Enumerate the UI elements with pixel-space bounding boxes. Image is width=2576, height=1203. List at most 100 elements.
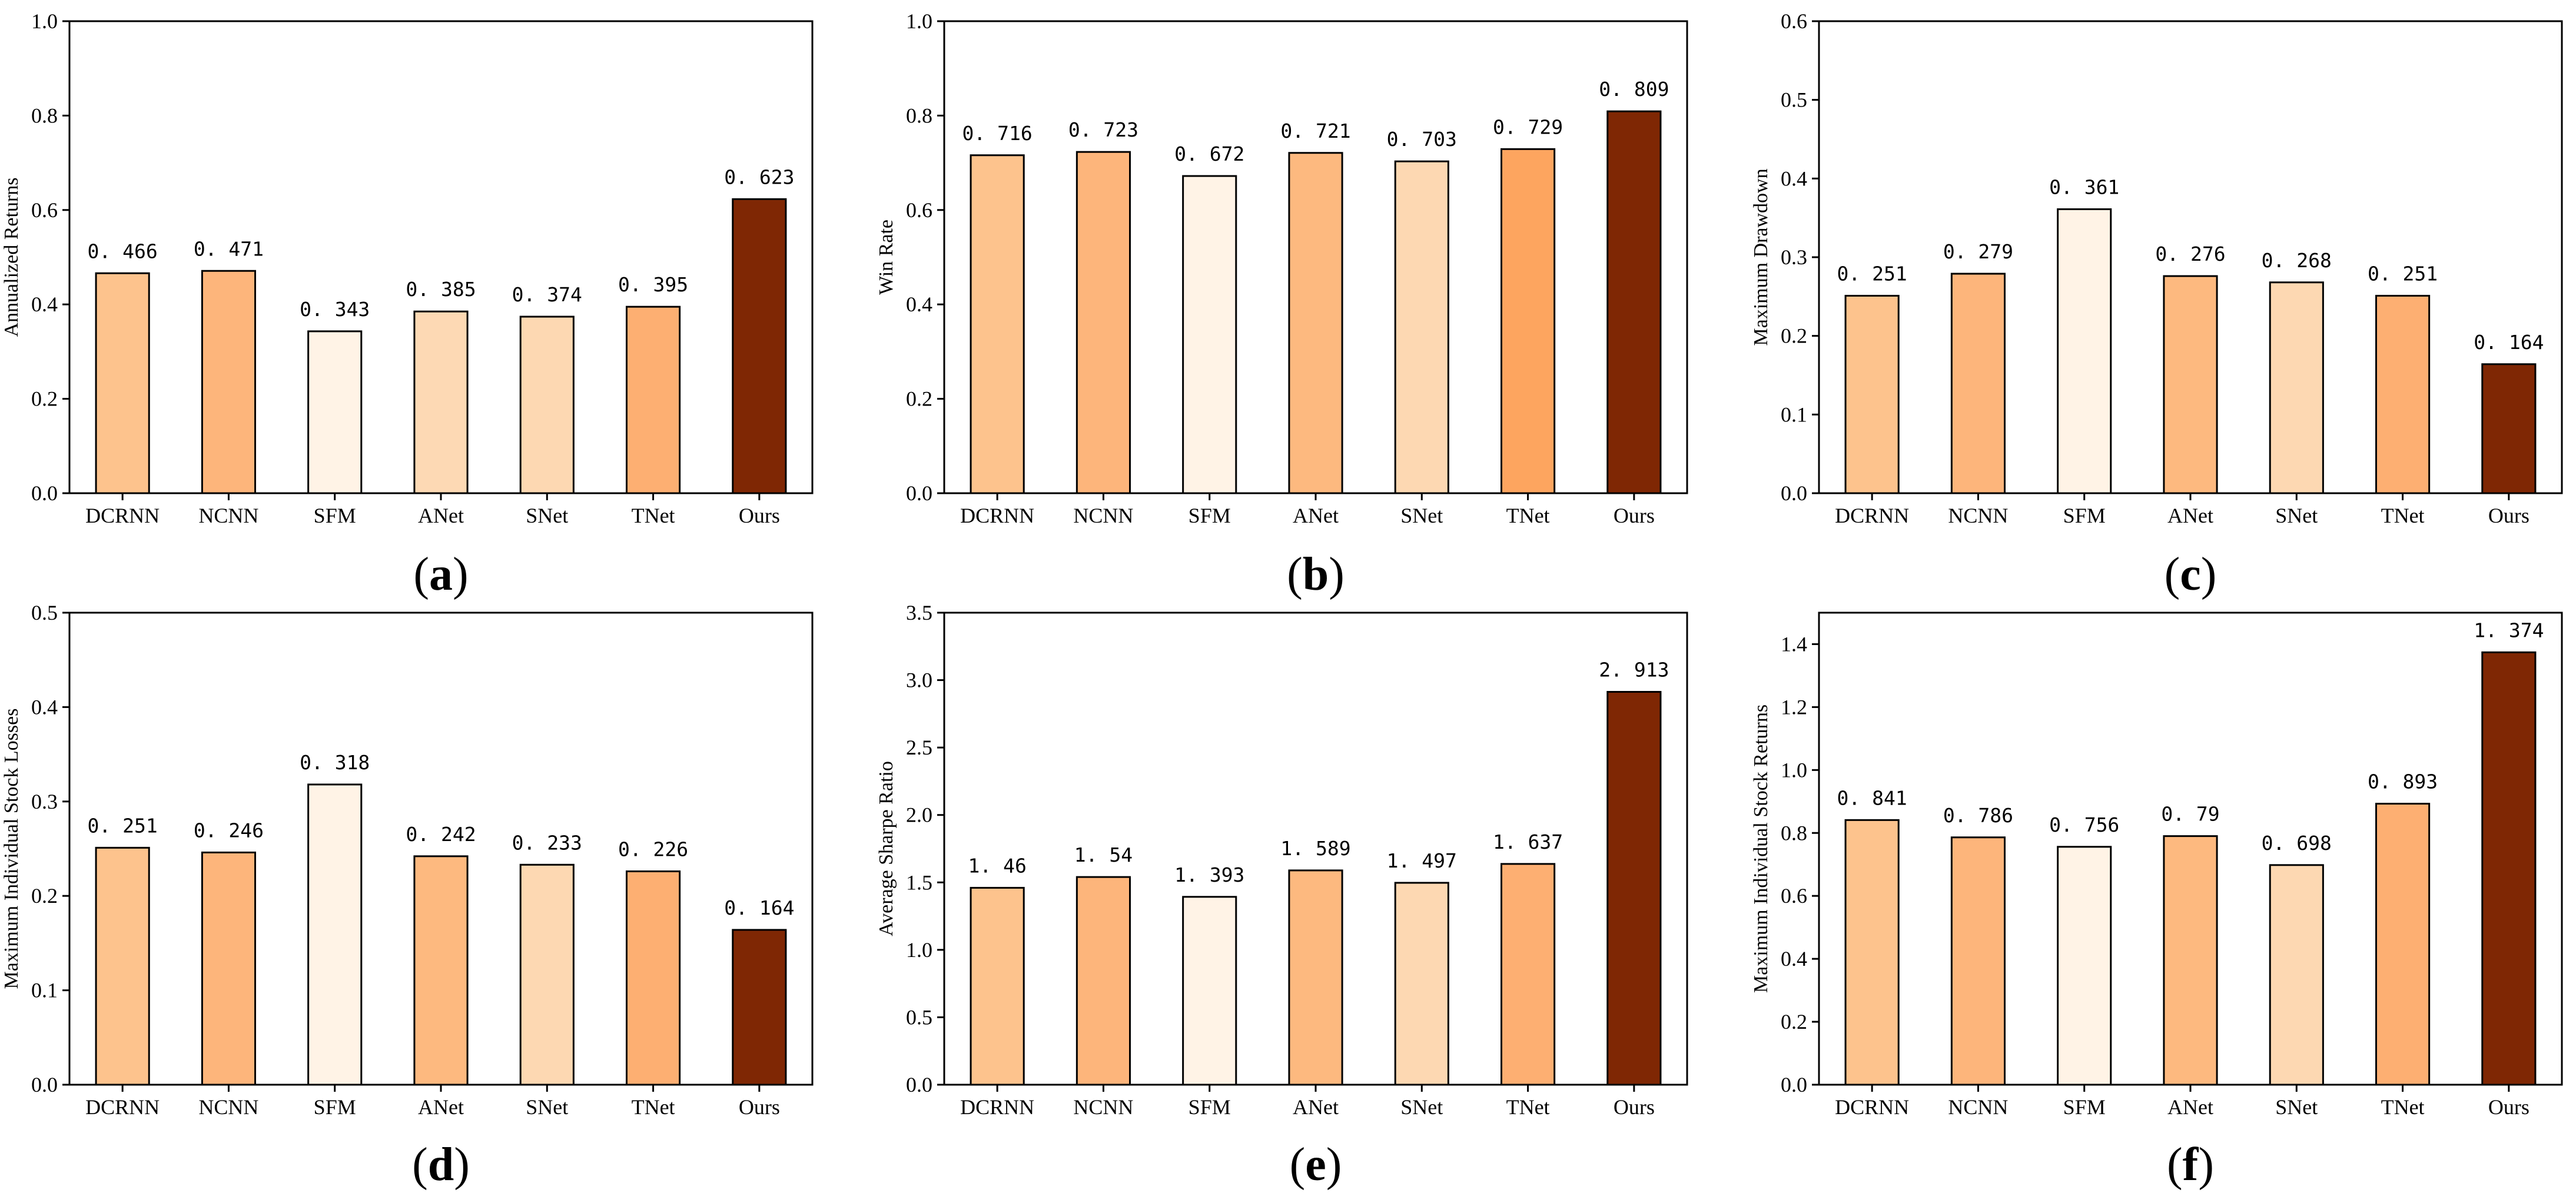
x-tick-label-sfm: SFM (1189, 504, 1231, 527)
value-label-snet: 0. 698 (2262, 832, 2332, 855)
panel-caption-c: (c) (2165, 549, 2217, 600)
x-tick-label-snet: SNet (2275, 504, 2318, 527)
y-tick-label: 0.5 (31, 601, 58, 624)
value-label-ncnn: 0. 723 (1068, 118, 1138, 141)
x-tick-label-anet: ANet (418, 1095, 464, 1119)
y-tick-label: 0.8 (906, 104, 932, 127)
y-tick-label: 0.1 (1781, 403, 1807, 426)
y-tick-label: 0.0 (1781, 481, 1807, 505)
panel-caption-b: (b) (1287, 549, 1345, 600)
x-tick-label-sfm: SFM (1189, 1095, 1231, 1119)
y-tick-label: 0.5 (906, 1005, 932, 1029)
x-tick-label-snet: SNet (2275, 1095, 2318, 1119)
chart-panel-c: 0. 251 0. 279 0. 361 0. 276 0. 268 0. 251 0. 1… (1750, 9, 2563, 600)
y-tick-label: 3.0 (906, 669, 932, 692)
bar-snet (2269, 864, 2324, 1086)
bar-ncnn (1950, 272, 2006, 494)
bar-ours (2481, 651, 2537, 1086)
y-tick-label: 0.3 (1781, 245, 1807, 269)
y-tick-label: 2.0 (906, 803, 932, 827)
x-tick-label-ncnn: NCNN (1948, 1095, 2008, 1119)
value-label-tnet: 0. 226 (618, 838, 688, 860)
bar-ours (732, 198, 787, 494)
value-label-tnet: 0. 251 (2368, 262, 2438, 285)
value-label-anet: 1. 589 (1280, 837, 1350, 860)
bar-sfm (2057, 208, 2112, 494)
y-tick-label: 0.6 (1781, 9, 1807, 33)
bar-anet (2163, 835, 2218, 1086)
x-tick-label-dcrnn: DCRNN (85, 504, 160, 527)
value-label-dcrnn: 0. 466 (88, 240, 158, 262)
value-label-dcrnn: 0. 251 (1837, 262, 1907, 285)
value-label-dcrnn: 0. 716 (962, 122, 1033, 145)
y-tick-label: 0.2 (906, 387, 932, 411)
x-tick-label-tnet: TNet (2381, 504, 2425, 527)
y-tick-label: 0.1 (31, 979, 58, 1002)
chart-panel-e: 1. 46 1. 54 1. 393 1. 589 1. 497 1. 637 2. 913… (875, 601, 1688, 1191)
x-tick-label-ours: Ours (1614, 1095, 1655, 1119)
y-tick-label: 0.4 (1781, 947, 1807, 971)
bar-tnet (2375, 803, 2431, 1086)
x-tick-label-tnet: TNet (632, 1095, 675, 1119)
value-label-tnet: 0. 729 (1493, 115, 1563, 138)
x-tick-label-anet: ANet (1293, 504, 1339, 527)
bar-ncnn (1075, 876, 1131, 1086)
x-tick-label-ncnn: NCNN (1948, 504, 2008, 527)
value-label-ours: 1. 374 (2474, 619, 2544, 642)
bar-snet (1394, 882, 1449, 1086)
y-tick-label: 0.4 (1781, 167, 1807, 190)
value-label-ours: 0. 809 (1599, 78, 1669, 101)
bar-ours (1606, 110, 1662, 494)
x-tick-label-dcrnn: DCRNN (960, 1095, 1034, 1119)
y-tick-label: 1.4 (1781, 632, 1807, 656)
value-label-ncnn: 1. 54 (1074, 843, 1133, 866)
value-label-ncnn: 0. 786 (1943, 804, 2013, 827)
y-tick-label: 0.6 (31, 198, 58, 222)
bar-ncnn (201, 270, 257, 494)
y-tick-label: 0.0 (31, 1073, 58, 1096)
x-tick-label-sfm: SFM (314, 504, 356, 527)
value-label-ours: 0. 623 (724, 165, 794, 188)
y-tick-label: 0.0 (1781, 1073, 1807, 1096)
y-tick-label: 0.3 (31, 790, 58, 813)
value-label-dcrnn: 0. 841 (1837, 786, 1907, 809)
y-tick-label: 0.4 (31, 695, 58, 719)
y-tick-label: 0.2 (1781, 324, 1807, 348)
y-tick-label: 0.0 (31, 481, 58, 505)
y-tick-label: 0.4 (906, 293, 932, 316)
y-axis-label: Maximum Individual Stock Losses (1, 709, 22, 989)
bar-snet (1394, 160, 1449, 494)
y-tick-label: 1.0 (906, 9, 932, 33)
bar-sfm (307, 783, 363, 1086)
x-tick-label-ours: Ours (2488, 504, 2529, 527)
value-label-snet: 0. 268 (2262, 249, 2332, 272)
bar-sfm (2057, 846, 2112, 1086)
bar-anet (2163, 275, 2218, 494)
x-tick-label-sfm: SFM (314, 1095, 356, 1119)
x-tick-label-ncnn: NCNN (198, 1095, 258, 1119)
bar-anet (1288, 869, 1343, 1086)
bar-snet (519, 315, 575, 494)
y-tick-label: 0.8 (31, 104, 58, 127)
x-tick-label-sfm: SFM (2063, 504, 2106, 527)
chart-panel-d: 0. 251 0. 246 0. 318 0. 242 0. 233 0. 226 0. 1… (1, 601, 814, 1191)
value-label-sfm: 0. 361 (2049, 175, 2119, 198)
y-tick-label: 2.5 (906, 736, 932, 759)
bar-dcrnn (95, 846, 150, 1086)
value-label-ours: 0. 164 (724, 896, 794, 919)
y-tick-label: 1.5 (906, 870, 932, 894)
value-label-ncnn: 0. 246 (194, 819, 264, 842)
value-label-sfm: 0. 672 (1174, 142, 1244, 165)
x-tick-label-snet: SNet (526, 504, 568, 527)
y-tick-label: 0.6 (1781, 884, 1807, 908)
y-tick-label: 0.0 (906, 1073, 932, 1096)
value-label-anet: 0. 276 (2155, 242, 2225, 265)
bar-dcrnn (1844, 819, 1900, 1086)
bar-dcrnn (970, 154, 1025, 494)
x-tick-label-anet: ANet (418, 504, 464, 527)
y-tick-label: 0.2 (1781, 1010, 1807, 1033)
value-label-ours: 0. 164 (2474, 331, 2544, 354)
y-axis-label: Annualized Returns (1, 178, 22, 337)
bar-snet (519, 863, 575, 1086)
y-tick-label: 0.5 (1781, 88, 1807, 112)
